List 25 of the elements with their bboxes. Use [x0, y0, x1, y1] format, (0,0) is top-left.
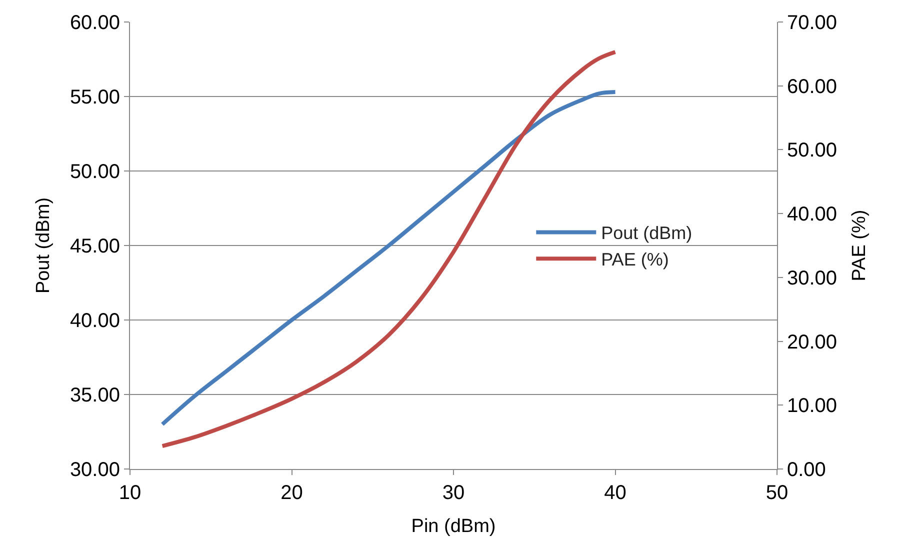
y2-axis-title: PAE (%) [848, 210, 870, 282]
x-tick-label: 40 [604, 482, 626, 504]
y-tick-label: 60.00 [70, 12, 120, 34]
y2-tick-label: 10.00 [787, 395, 838, 418]
y2-tick-label: 20.00 [787, 331, 838, 354]
y2-tick-label: 30.00 [787, 267, 838, 290]
y2-tick-label: 70.00 [787, 12, 838, 34]
y2-tick-label: 0.00 [787, 459, 826, 481]
y-tick-label: 50.00 [70, 161, 120, 183]
x-tick-label: 30 [442, 482, 465, 504]
y-tick-label: 40.00 [70, 310, 120, 332]
y-tick-label: 55.00 [70, 86, 120, 108]
y2-tick-label: 60.00 [787, 76, 838, 98]
y-tick-label: 35.00 [70, 384, 120, 406]
x-tick-label: 50 [766, 482, 788, 504]
x-axis-title: Pin (dBm) [411, 516, 496, 537]
y-axis-title: Pout (dBm) [32, 197, 54, 294]
y2-tick-label: 50.00 [787, 140, 838, 162]
legend-label: PAE (%) [601, 250, 669, 270]
y2-tick-label: 40.00 [787, 204, 838, 226]
y-tick-label: 30.00 [70, 459, 120, 481]
legend-label: Pout (dBm) [601, 223, 692, 244]
x-tick-label: 10 [118, 482, 142, 504]
y-tick-label: 45.00 [70, 236, 120, 258]
x-tick-label: 20 [280, 482, 303, 504]
